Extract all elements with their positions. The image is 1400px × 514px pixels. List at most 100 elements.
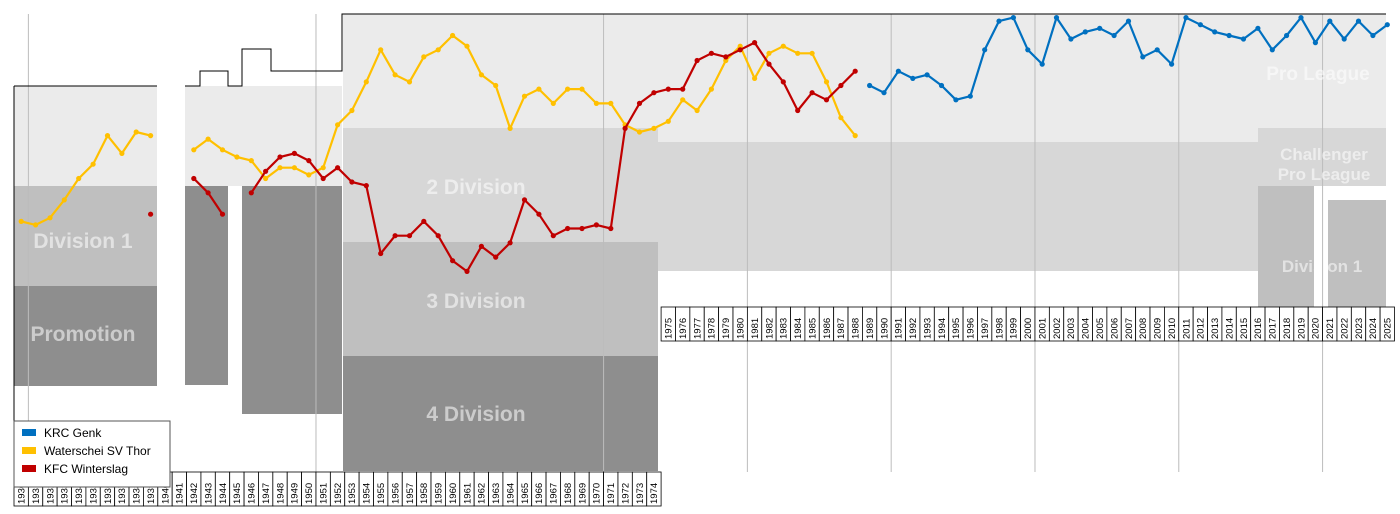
tick-label-1978: 1978 xyxy=(707,318,718,339)
series-point-1965 xyxy=(521,197,528,203)
series-point-2008 xyxy=(1140,54,1146,60)
series-point-1987 xyxy=(838,82,844,89)
series-point-1967 xyxy=(550,100,556,106)
tick-label-1954: 1954 xyxy=(362,483,373,504)
tick-label-1956: 1956 xyxy=(390,483,401,504)
series-point-1980 xyxy=(737,43,743,49)
series-point-2010 xyxy=(1169,61,1175,67)
tick-label-1983: 1983 xyxy=(779,318,790,339)
series-point-1958 xyxy=(421,54,427,60)
vertical-gridlines xyxy=(27,14,1324,472)
series-point-2004 xyxy=(1082,29,1088,35)
tick-label-2008: 2008 xyxy=(1138,318,1149,339)
series-point-1954 xyxy=(363,79,369,85)
series-point-1990 xyxy=(881,90,887,96)
series-point-1966 xyxy=(536,211,542,217)
division-label-8: 4 Division xyxy=(426,403,525,426)
series-point-1995 xyxy=(953,97,959,103)
series-point-2016 xyxy=(1255,25,1261,31)
series-point-1979 xyxy=(723,57,729,64)
series-point-1945 xyxy=(234,154,240,160)
tick-label-1995: 1995 xyxy=(951,318,962,339)
series-point-1997 xyxy=(982,47,988,53)
tick-label-1944: 1944 xyxy=(218,483,229,504)
series-point-1988 xyxy=(852,133,858,139)
series-point-1944 xyxy=(219,211,226,217)
series-point-1956 xyxy=(392,233,398,239)
tick-label-1974: 1974 xyxy=(649,483,660,504)
tick-label-2003: 2003 xyxy=(1066,318,1077,339)
tick-label-1932: 1932 xyxy=(45,483,56,504)
tick-label-1958: 1958 xyxy=(419,483,430,504)
division-label-6: 2 Division xyxy=(426,176,525,199)
series-point-1937 xyxy=(119,150,125,156)
tick-label-2001: 2001 xyxy=(1038,318,1049,339)
tick-label-2009: 2009 xyxy=(1153,318,1164,339)
tick-label-1977: 1977 xyxy=(692,318,703,339)
tick-label-1942: 1942 xyxy=(189,483,200,504)
series-point-1939 xyxy=(148,133,154,139)
tick-label-1960: 1960 xyxy=(448,483,459,504)
tick-label-1987: 1987 xyxy=(836,318,847,339)
tick-label-1976: 1976 xyxy=(678,318,689,339)
series-point-1960 xyxy=(450,32,456,39)
series-point-1954 xyxy=(363,183,369,189)
tick-label-1981: 1981 xyxy=(750,318,761,339)
series-point-1961 xyxy=(464,43,470,49)
series-point-1948 xyxy=(277,165,283,171)
tick-label-1941: 1941 xyxy=(175,483,186,504)
series-point-2002 xyxy=(1053,15,1060,21)
tick-label-1971: 1971 xyxy=(606,483,617,504)
tick-label-1965: 1965 xyxy=(520,483,531,504)
series-point-1994 xyxy=(938,82,945,89)
band-1946-top xyxy=(228,86,242,186)
outline-top xyxy=(185,13,1386,87)
series-point-1979 xyxy=(723,54,729,60)
series-point-1962 xyxy=(478,72,484,78)
series-point-1966 xyxy=(536,86,542,92)
series-point-1988 xyxy=(852,68,858,74)
series-point-2023 xyxy=(1355,18,1362,24)
tick-label-2014: 2014 xyxy=(1224,318,1235,339)
series-point-1950 xyxy=(306,172,312,178)
tick-label-1935: 1935 xyxy=(88,483,99,504)
series-line-segment-0 xyxy=(20,130,151,226)
division-labels: Pro League Challenger Pro League Division 1… xyxy=(31,64,1371,426)
tick-label-2017: 2017 xyxy=(1268,318,1279,339)
legend-label-genk: KRC Genk xyxy=(44,426,102,440)
series-point-1971 xyxy=(608,100,614,106)
tick-label-1980: 1980 xyxy=(736,318,747,339)
tick-label-1992: 1992 xyxy=(908,318,919,339)
band-postwar-top xyxy=(242,86,342,186)
series-point-1964 xyxy=(507,240,513,246)
tick-label-1950: 1950 xyxy=(304,483,315,504)
tick-label-1943: 1943 xyxy=(203,483,214,504)
tick-label-1970: 1970 xyxy=(592,483,603,504)
band-war-lower xyxy=(185,186,228,385)
series-point-1942 xyxy=(191,147,197,153)
legend-label-waterschei: Waterschei SV Thor xyxy=(44,444,151,458)
series-point-1971 xyxy=(608,225,614,232)
tick-label-1998: 1998 xyxy=(994,318,1005,339)
series-point-1977 xyxy=(694,57,700,64)
tick-label-2002: 2002 xyxy=(1052,318,1063,339)
tick-label-1969: 1969 xyxy=(577,483,588,504)
series-point-1978 xyxy=(708,50,715,56)
series-point-1998 xyxy=(996,18,1002,24)
series-point-1985 xyxy=(809,50,815,56)
series-point-1943 xyxy=(205,136,211,142)
tick-label-1988: 1988 xyxy=(851,318,862,339)
series-point-1974 xyxy=(651,125,657,131)
legend-swatch-genk xyxy=(22,429,36,436)
series-point-1955 xyxy=(378,47,384,53)
tick-label-2007: 2007 xyxy=(1124,318,1135,339)
tick-label-1963: 1963 xyxy=(491,483,502,504)
division-label-7: 3 Division xyxy=(426,290,525,313)
series-point-1936 xyxy=(104,133,111,139)
series-point-1931 xyxy=(33,222,39,228)
band-7516-top xyxy=(658,14,1258,142)
tick-label-2023: 2023 xyxy=(1354,318,1365,339)
series-point-1996 xyxy=(967,93,973,99)
tick-label-2012: 2012 xyxy=(1196,318,1207,339)
tick-label-1967: 1967 xyxy=(549,483,560,504)
